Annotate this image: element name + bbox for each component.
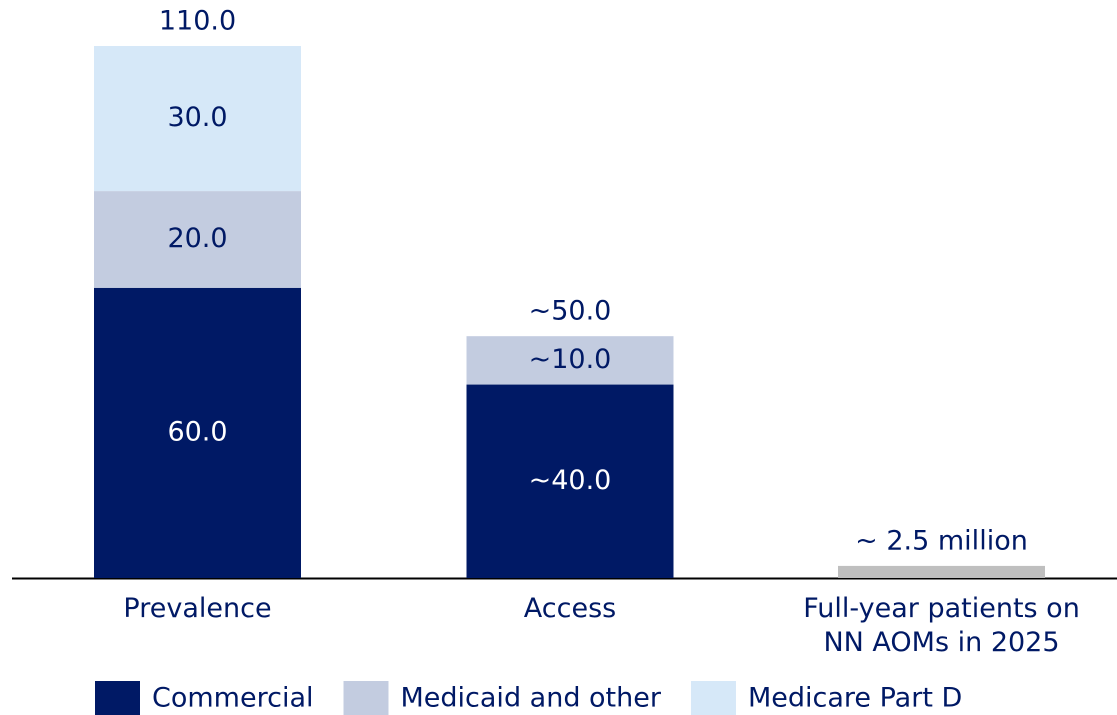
total-label: ~50.0	[529, 296, 612, 327]
bar-segment	[838, 565, 1045, 578]
data-label: 60.0	[167, 416, 227, 447]
bar-segment	[466, 336, 674, 385]
bar-segment	[94, 191, 301, 288]
legend-label: Commercial	[152, 683, 314, 714]
data-label: 20.0	[167, 223, 227, 254]
legend-swatch	[343, 681, 389, 715]
legend-label: Medicare Part D	[748, 683, 962, 714]
bar-segment	[466, 384, 674, 578]
x-tick-label: Full-year patients on NN AOMs in 2025	[803, 593, 1080, 658]
data-label: 30.0	[167, 102, 227, 133]
x-tick-label: Access	[523, 593, 617, 624]
legend-swatch	[690, 681, 736, 715]
data-label: ~ 2.5 million	[855, 525, 1028, 556]
total-label: 110.0	[159, 6, 236, 37]
bar-segment	[94, 46, 301, 192]
legend-label: Medicaid and other	[401, 683, 662, 714]
bar-segment	[94, 287, 301, 578]
x-tick-label: Prevalence	[123, 593, 272, 624]
legend-swatch	[95, 681, 140, 715]
data-label: ~10.0	[529, 344, 612, 375]
data-label: ~40.0	[529, 465, 612, 496]
